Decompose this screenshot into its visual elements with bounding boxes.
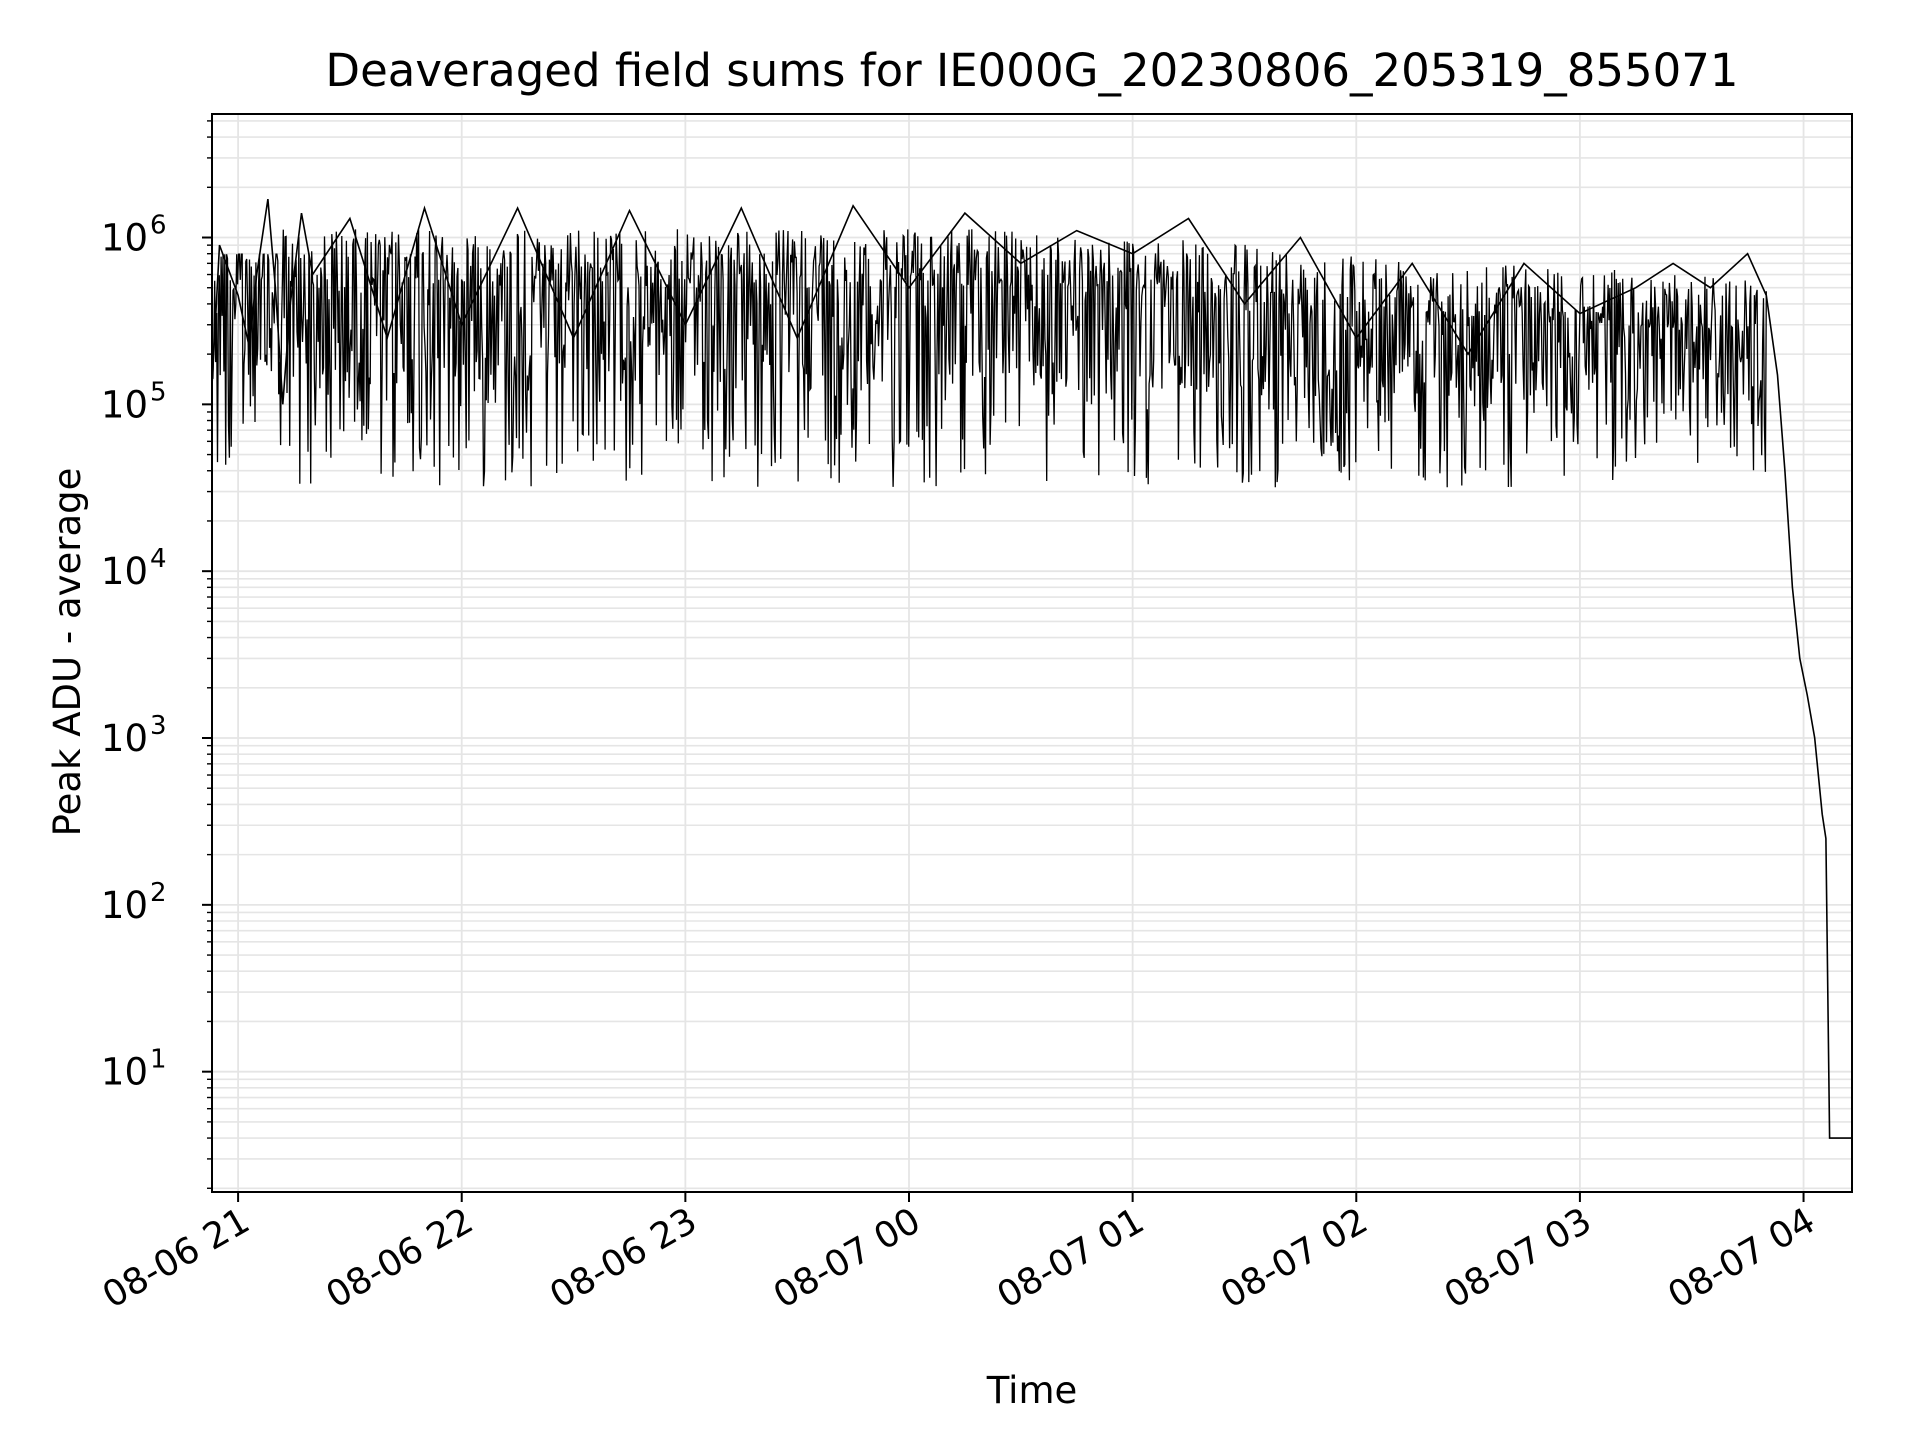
y-axis-label: Peak ADU - average [46,468,89,837]
x-tick-label: 08-06 23 [543,1200,704,1316]
x-tick-label: 08-07 03 [1438,1200,1599,1316]
x-tick-label: 08-06 22 [320,1200,481,1316]
x-axis-ticks: 08-06 21 08-06 22 08-06 23 08-07 00 08-07 01… [96,1192,1822,1317]
y-tick-label: 10 5 [101,377,167,426]
y-tick-label: 10 4 [101,544,167,593]
chart-title: Deaveraged field sums for IE000G_2023080… [325,44,1738,97]
x-tick-label: 08-07 01 [990,1200,1151,1316]
series-layer [211,198,1852,1139]
y-tick-base: 10 [101,1051,148,1094]
y-tick-exponent: 2 [150,878,167,908]
x-tick-label: 08-06 21 [96,1200,257,1316]
y-tick-label: 10 6 [101,211,167,260]
plot-area-frame [211,113,1853,1193]
y-tick-label: 10 2 [101,878,167,927]
y-tick-exponent: 6 [150,211,167,241]
y-tick-exponent: 4 [150,544,167,574]
y-tick-base: 10 [101,550,148,593]
y-tick-base: 10 [101,217,148,260]
x-axis-label: Time [986,1369,1078,1412]
x-tick-label: 08-07 00 [767,1200,928,1316]
y-tick-label: 10 1 [101,1045,167,1094]
y-tick-base: 10 [101,383,148,426]
x-tick-label: 08-07 04 [1661,1200,1822,1316]
series-line [211,198,1852,1139]
y-tick-base: 10 [101,884,148,927]
y-tick-exponent: 3 [150,711,167,741]
y-tick-label: 10 3 [101,711,167,760]
y-tick-exponent: 5 [150,377,167,407]
y-tick-base: 10 [101,717,148,760]
y-tick-exponent: 1 [150,1045,167,1075]
x-tick-label: 08-07 02 [1214,1200,1375,1316]
series-detail-line [211,229,1767,488]
